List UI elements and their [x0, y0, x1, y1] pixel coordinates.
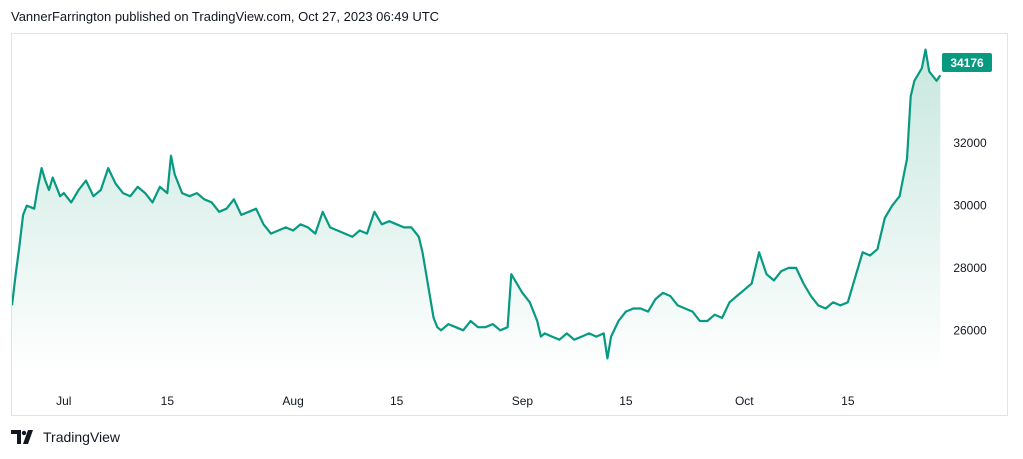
x-tick-label: Jul — [56, 394, 71, 408]
x-tick-label: Oct — [735, 394, 754, 408]
x-tick-label: 15 — [619, 394, 633, 408]
x-tick-label: Sep — [512, 394, 534, 408]
x-tick-label: 15 — [161, 394, 175, 408]
last-price-label-box — [942, 53, 992, 72]
chart-frame[interactable]: Jul 15 Aug 15 Sep 15 Oct 15 26000 28000 30000 3200… — [11, 33, 1008, 416]
price-chart[interactable]: Jul 15 Aug 15 Sep 15 Oct 15 26000 28000 30000 3200… — [12, 34, 1007, 415]
x-tick-label: 15 — [390, 394, 404, 408]
last-price-label: 34176 — [942, 53, 992, 72]
x-axis: Jul 15 Aug 15 Sep 15 Oct 15 — [56, 394, 855, 408]
y-tick-label: 26000 — [953, 323, 987, 337]
tradingview-brand[interactable]: TradingView — [11, 429, 120, 445]
publish-info: VannerFarrington published on TradingVie… — [11, 9, 440, 24]
x-tick-label: 15 — [841, 394, 855, 408]
last-price-label-text: 34176 — [950, 56, 984, 70]
x-tick-label: Aug — [282, 394, 303, 408]
y-tick-label: 28000 — [953, 261, 987, 275]
price-line — [12, 48, 942, 360]
y-axis: 26000 28000 30000 32000 — [953, 136, 987, 337]
y-tick-label: 30000 — [953, 199, 987, 213]
tradingview-brand-text: TradingView — [43, 429, 121, 445]
price-area-fill — [12, 49, 941, 374]
y-tick-label: 32000 — [953, 136, 987, 150]
tradingview-logo-icon — [11, 430, 37, 444]
